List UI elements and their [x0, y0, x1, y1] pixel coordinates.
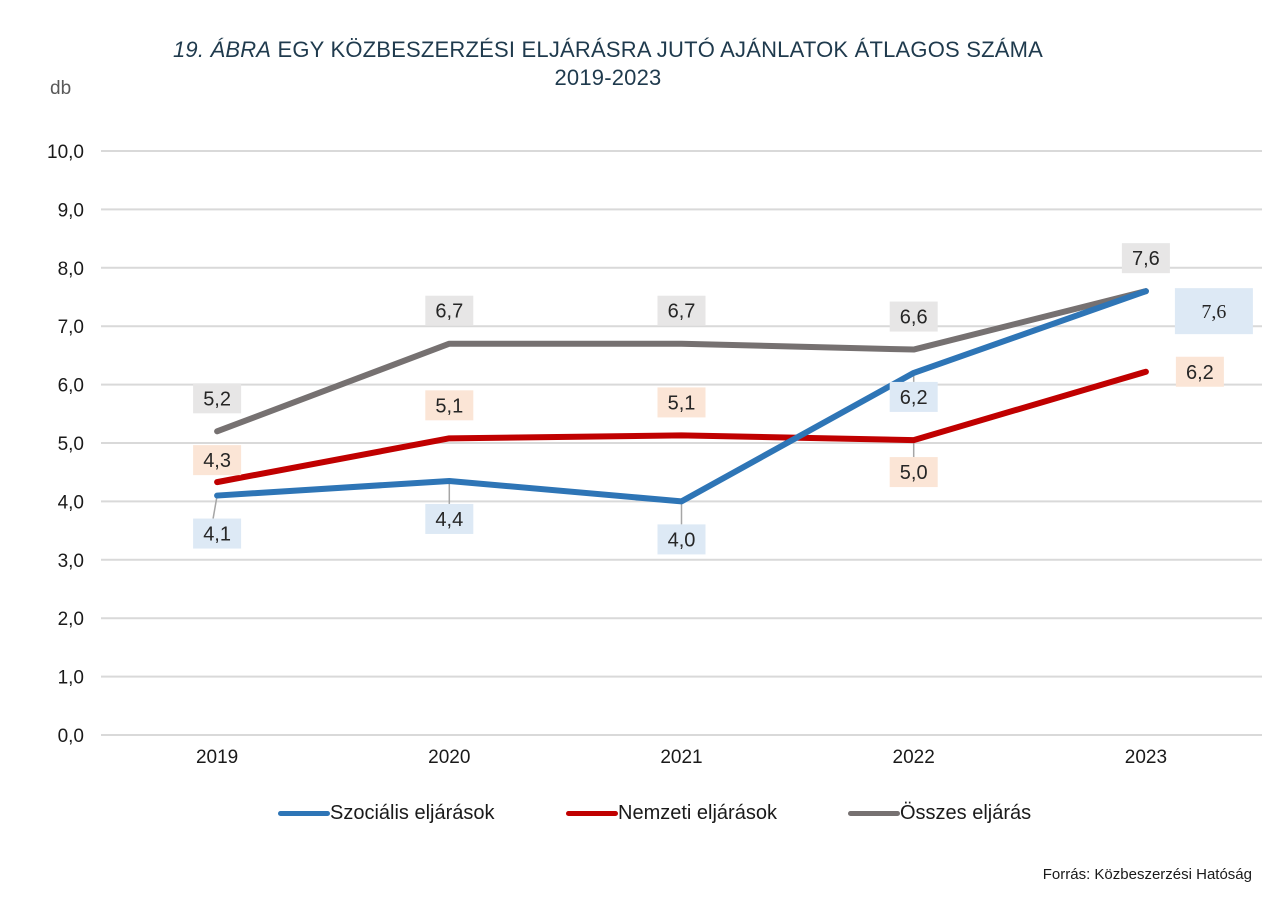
data-label-box	[889, 381, 938, 412]
series-lines	[214, 288, 1149, 505]
legend-item: Összes eljárás	[848, 802, 1031, 825]
series-line	[214, 368, 1149, 486]
legend-swatch	[278, 811, 330, 816]
data-label-box	[1121, 243, 1170, 274]
data-label-box	[889, 457, 938, 488]
series-line	[214, 288, 1149, 435]
figure-number: 19. ÁBRA	[172, 37, 272, 62]
data-label: 6,7	[668, 301, 696, 323]
x-tick-label: 2023	[1125, 747, 1167, 768]
legend-swatch	[566, 811, 618, 816]
x-tick-label: 2019	[196, 747, 238, 768]
data-label: 4,4	[435, 509, 463, 531]
y-tick-label: 1,0	[58, 668, 84, 689]
y-axis-ticks: 0,0 1,0 2,0 3,0 4,0 5,0 6,0 7,0 8,0 9,0 10,0	[47, 142, 84, 747]
data-label: 6,7	[435, 301, 463, 323]
y-tick-label: 3,0	[58, 551, 84, 572]
y-tick-label: 0,0	[58, 726, 84, 747]
data-label-box	[425, 503, 474, 534]
data-label-box	[425, 295, 474, 326]
data-label-box	[425, 390, 474, 421]
data-label-box	[193, 445, 242, 476]
y-tick-label: 7,0	[58, 317, 84, 338]
data-label-box	[657, 387, 706, 418]
data-label: 6,2	[900, 387, 928, 409]
data-label: 5,1	[668, 392, 696, 414]
legend-label: Összes eljárás	[900, 802, 1032, 824]
chart-title: 19. ÁBRA EGY KÖZBESZERZÉSI ELJÁRÁSRA JUT…	[0, 36, 1216, 92]
data-label: 7,6	[1132, 248, 1160, 270]
legend-swatch	[848, 811, 900, 816]
x-tick-label: 2021	[660, 747, 702, 768]
data-label-box	[1174, 288, 1253, 335]
data-label: 6,2	[1186, 362, 1214, 384]
y-tick-label: 6,0	[58, 376, 84, 397]
data-label-box	[193, 383, 242, 414]
series-line	[214, 288, 1149, 505]
y-tick-label: 2,0	[58, 609, 84, 630]
data-label: 7,6	[1201, 301, 1226, 323]
legend-label: Nemzeti eljárások	[618, 802, 777, 824]
data-label: 5,0	[900, 462, 928, 484]
gridlines	[101, 150, 1262, 736]
data-label: 4,0	[668, 529, 696, 551]
data-label-box	[657, 524, 706, 555]
title-years: 2019-2023	[554, 65, 662, 90]
legend-label: Szociális eljárások	[330, 802, 495, 824]
y-tick-label: 4,0	[58, 492, 84, 513]
x-axis-ticks: 2019 2020 2021 2022 2023	[196, 747, 1167, 768]
data-label-box	[1175, 356, 1224, 387]
y-tick-label: 10,0	[47, 142, 84, 163]
data-label: 4,1	[203, 524, 231, 546]
data-label: 5,2	[203, 388, 231, 410]
y-axis-unit: db	[50, 78, 72, 99]
data-label: 4,3	[203, 450, 231, 472]
x-tick-label: 2022	[893, 747, 935, 768]
data-label: 6,6	[900, 307, 928, 329]
y-tick-label: 9,0	[58, 200, 84, 221]
legend-item: Szociális eljárások	[278, 802, 495, 825]
data-labels: 4,1 4,4 4,0 6,2 7,6 4,3 5,1 5,1 5,0 6,2 5,2 6,7 6,7 6…	[193, 243, 1253, 555]
x-tick-label: 2020	[428, 747, 470, 768]
title-main: EGY KÖZBESZERZÉSI ELJÁRÁSRA JUTÓ AJÁNLAT…	[271, 37, 1044, 62]
legend-item: Nemzeti eljárások	[566, 802, 777, 825]
source-note: Forrás: Közbeszerzési Hatóság	[1042, 866, 1252, 883]
leader-line	[212, 495, 218, 519]
y-tick-label: 8,0	[58, 259, 84, 280]
data-label-box	[889, 301, 938, 332]
y-tick-label: 5,0	[58, 434, 84, 455]
data-label-box	[657, 295, 706, 326]
data-label: 5,1	[435, 395, 463, 417]
legend: Szociális eljárások Nemzeti eljárások Össz…	[0, 802, 1280, 830]
data-label-box	[193, 518, 242, 549]
